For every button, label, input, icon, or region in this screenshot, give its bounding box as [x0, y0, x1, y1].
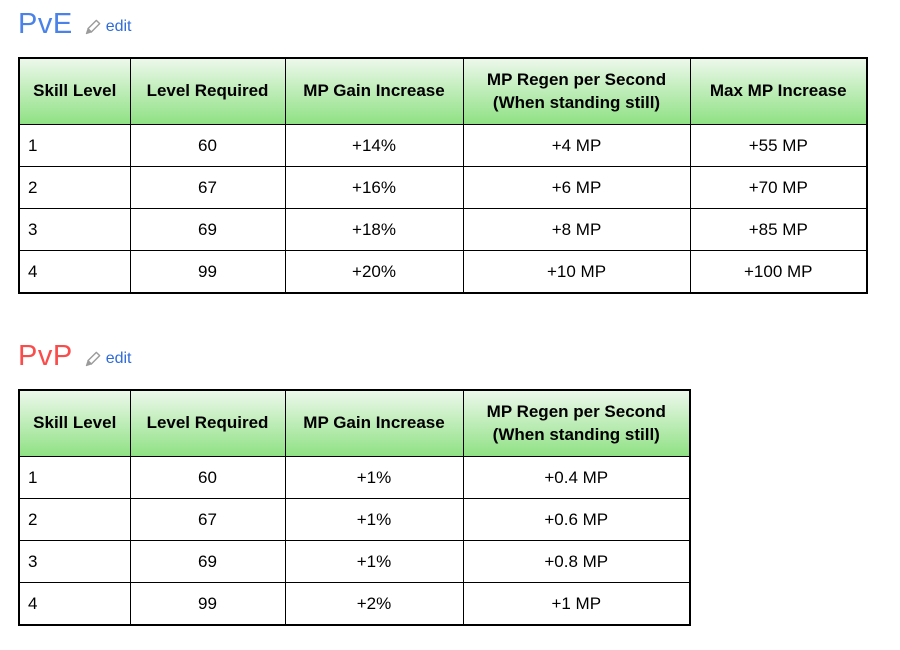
table-cell: +100 MP — [689, 250, 868, 294]
header-row: Skill Level Level Required MP Gain Increas… — [18, 389, 691, 457]
table-cell: +1 MP — [462, 582, 691, 626]
table-cell: 69 — [129, 208, 286, 251]
pvp-table: Skill Level Level Required MP Gain Increas… — [18, 389, 691, 626]
table-cell: +20% — [284, 250, 464, 294]
table-cell: 3 — [18, 208, 131, 251]
table-cell: +1% — [284, 540, 464, 583]
table-cell: +14% — [284, 124, 464, 167]
table-cell: 3 — [18, 540, 131, 583]
pvp-table-body: 1 60 +1% +0.4 MP 2 67 +1% +0.6 MP 3 69 +1% +0.8 MP 4… — [18, 456, 691, 626]
pve-edit-link[interactable]: edit — [83, 17, 132, 37]
column-header: MP Gain Increase — [284, 389, 464, 457]
pvp-heading-row: PvP edit — [18, 340, 900, 374]
column-header: Level Required — [129, 389, 286, 457]
column-header: Level Required — [129, 57, 286, 125]
pve-edit-label: edit — [105, 18, 132, 35]
pve-table-body: 1 60 +14% +4 MP +55 MP 2 67 +16% +6 MP +70 MP 3 69 +… — [18, 124, 868, 294]
table-cell: +18% — [284, 208, 464, 251]
table-cell: +70 MP — [689, 166, 868, 209]
table-cell: +85 MP — [689, 208, 868, 251]
pve-table: Skill Level Level Required MP Gain Increas… — [18, 57, 868, 294]
table-cell: +0.8 MP — [462, 540, 691, 583]
table-cell: +8 MP — [462, 208, 691, 251]
table-cell: +10 MP — [462, 250, 691, 294]
table-row: 2 67 +1% +0.6 MP — [18, 498, 691, 541]
pve-section: PvE edit Skill Level Level Required MP Gai… — [18, 8, 900, 294]
table-row: 3 69 +18% +8 MP +85 MP — [18, 208, 868, 251]
pvp-edit-label: edit — [105, 350, 132, 367]
table-cell: +2% — [284, 582, 464, 626]
table-row: 1 60 +1% +0.4 MP — [18, 456, 691, 499]
table-cell: +4 MP — [462, 124, 691, 167]
pvp-section: PvP edit Skill Level Level Required MP Gai… — [18, 340, 900, 626]
pve-table-header: Skill Level Level Required MP Gain Increas… — [18, 57, 868, 125]
pve-section-title: PvE — [18, 8, 73, 41]
table-cell: +1% — [284, 498, 464, 541]
pencil-icon — [83, 349, 103, 369]
table-cell: +16% — [284, 166, 464, 209]
table-cell: +0.6 MP — [462, 498, 691, 541]
column-header: Max MP Increase — [689, 57, 868, 125]
pvp-table-header: Skill Level Level Required MP Gain Increas… — [18, 389, 691, 457]
pve-heading-row: PvE edit — [18, 8, 900, 42]
table-row: 1 60 +14% +4 MP +55 MP — [18, 124, 868, 167]
column-header: Skill Level — [18, 57, 131, 125]
table-row: 2 67 +16% +6 MP +70 MP — [18, 166, 868, 209]
table-cell: 60 — [129, 124, 286, 167]
pvp-section-title: PvP — [18, 340, 73, 373]
pencil-icon — [83, 17, 103, 37]
table-cell: 99 — [129, 582, 286, 626]
pvp-edit-link[interactable]: edit — [83, 349, 132, 369]
table-cell: 4 — [18, 582, 131, 626]
table-cell: 1 — [18, 124, 131, 167]
column-header: MP Gain Increase — [284, 57, 464, 125]
table-cell: +55 MP — [689, 124, 868, 167]
table-cell: 69 — [129, 540, 286, 583]
table-cell: +6 MP — [462, 166, 691, 209]
header-row: Skill Level Level Required MP Gain Increas… — [18, 57, 868, 125]
table-cell: 2 — [18, 166, 131, 209]
table-cell: +1% — [284, 456, 464, 499]
table-row: 4 99 +20% +10 MP +100 MP — [18, 250, 868, 294]
column-header: MP Regen per Second (When standing still… — [462, 57, 691, 125]
table-cell: 2 — [18, 498, 131, 541]
column-header: MP Regen per Second (When standing still… — [462, 389, 691, 457]
table-cell: 99 — [129, 250, 286, 294]
page: PvE edit Skill Level Level Required MP Gai… — [18, 8, 900, 626]
table-row: 4 99 +2% +1 MP — [18, 582, 691, 626]
table-cell: 60 — [129, 456, 286, 499]
table-cell: 4 — [18, 250, 131, 294]
table-cell: 67 — [129, 498, 286, 541]
column-header: Skill Level — [18, 389, 131, 457]
table-cell: 1 — [18, 456, 131, 499]
table-cell: +0.4 MP — [462, 456, 691, 499]
table-row: 3 69 +1% +0.8 MP — [18, 540, 691, 583]
table-cell: 67 — [129, 166, 286, 209]
